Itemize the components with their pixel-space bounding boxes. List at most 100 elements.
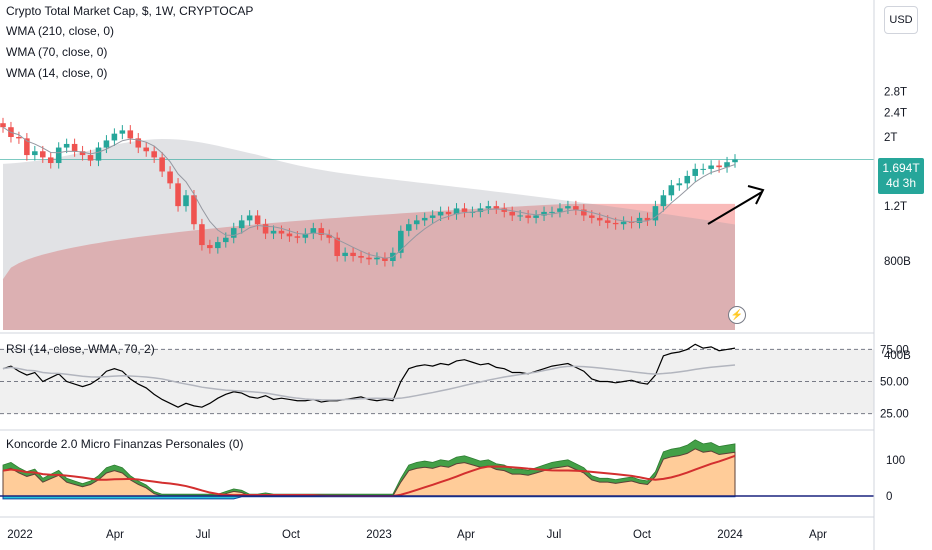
candle <box>79 151 86 156</box>
candle <box>724 162 730 168</box>
wma-areas <box>0 139 874 330</box>
candle <box>167 171 173 184</box>
candle <box>215 242 221 249</box>
candle <box>676 183 683 186</box>
arrow-head <box>747 185 765 205</box>
candle <box>652 206 659 221</box>
candle <box>342 252 348 257</box>
candle <box>318 228 325 235</box>
rsi-line <box>2 343 736 408</box>
currency-button[interactable]: USD <box>884 6 918 34</box>
candle <box>636 217 643 223</box>
time-tick-label: 2023 <box>366 529 392 541</box>
indicator-wma-14[interactable]: WMA (14, close, 0) <box>6 66 108 80</box>
rsi-panel <box>0 343 874 415</box>
wma14-line <box>2 126 736 259</box>
koncorde-orange-area <box>2 448 736 497</box>
candle <box>620 221 627 225</box>
rsi-tick-label: 75.00 <box>880 344 909 356</box>
chart-title: Crypto Total Market Cap, $, 1W, CRYPTOCA… <box>6 4 254 18</box>
candle <box>517 215 523 217</box>
candle <box>358 256 364 258</box>
candle <box>382 257 388 261</box>
candle <box>63 143 70 148</box>
candle <box>199 224 205 246</box>
candle <box>55 147 62 164</box>
koncorde-title[interactable]: Koncorde 2.0 Micro Finanzas Personales (… <box>6 437 244 451</box>
candle <box>525 215 531 218</box>
candle <box>493 206 500 209</box>
candle <box>302 233 309 238</box>
candle <box>588 215 595 218</box>
candle <box>0 123 6 128</box>
indicator-wma-70[interactable]: WMA (70, close, 0) <box>6 45 108 59</box>
candle <box>398 230 404 253</box>
candle <box>565 206 571 209</box>
rsi-ma-line <box>2 364 736 401</box>
price-tick-label: 400B <box>884 350 911 362</box>
candle <box>119 130 126 134</box>
koncorde-tick-label: 0 <box>886 491 892 503</box>
candle <box>485 206 492 209</box>
candle <box>533 215 539 218</box>
time-tick-label: Apr <box>106 529 124 541</box>
wma210-area <box>3 203 735 330</box>
time-tick-label: 2022 <box>7 529 33 541</box>
candle <box>270 230 277 234</box>
candle <box>246 215 253 221</box>
price-tick-label: 1.2T <box>884 201 907 213</box>
candle <box>732 159 738 163</box>
candle <box>437 211 444 216</box>
candle <box>461 208 468 212</box>
candle <box>230 228 237 238</box>
candle <box>445 211 452 215</box>
candle <box>604 220 611 223</box>
candle <box>254 215 261 225</box>
candle <box>191 195 197 225</box>
candle <box>286 233 293 237</box>
candle <box>573 206 579 210</box>
candle <box>684 175 691 184</box>
time-tick-label: Jul <box>547 529 562 541</box>
candle <box>262 224 269 234</box>
time-tick-label: Oct <box>633 529 652 541</box>
candle <box>95 147 102 161</box>
candle <box>143 147 150 152</box>
candle <box>708 165 714 169</box>
koncorde-tick-label: 100 <box>886 455 905 467</box>
indicator-wma-210[interactable]: WMA (210, close, 0) <box>6 24 115 38</box>
candle <box>16 137 22 139</box>
candle <box>692 168 699 176</box>
time-tick-label: Apr <box>457 529 475 541</box>
candle <box>421 217 428 221</box>
rsi-title[interactable]: RSI (14, close, WMA, 70, 2) <box>6 342 155 356</box>
candle <box>32 151 38 156</box>
candle <box>668 185 675 196</box>
koncorde-panel <box>0 439 874 500</box>
candle <box>405 224 412 231</box>
candle <box>159 157 165 172</box>
candle <box>151 151 157 158</box>
price-tick-label: 2.8T <box>884 86 907 98</box>
price-tick-label: 800B <box>884 256 911 268</box>
candle <box>135 138 142 148</box>
candle <box>557 208 563 212</box>
candle <box>429 215 436 218</box>
last-price: 1.694T <box>882 161 920 175</box>
candle <box>207 245 213 249</box>
candle <box>413 220 420 225</box>
candle <box>716 165 722 168</box>
bar-countdown: 4d 3h <box>885 176 917 190</box>
rsi-tick-label: 25.00 <box>880 409 909 421</box>
candle <box>477 208 484 212</box>
candle <box>238 220 245 229</box>
candle <box>334 237 340 257</box>
arrow-annotation <box>707 191 763 225</box>
candle <box>39 151 46 158</box>
candle <box>71 143 78 152</box>
lightning-icon[interactable]: ⚡ <box>728 306 746 324</box>
candle <box>509 211 516 216</box>
candle <box>87 155 94 161</box>
